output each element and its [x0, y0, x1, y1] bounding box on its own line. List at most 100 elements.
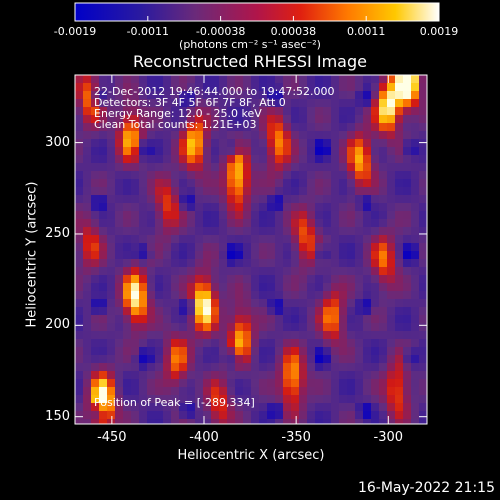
- heatmap-cell: [395, 83, 403, 91]
- heatmap-cell: [259, 307, 267, 315]
- heatmap-cell: [259, 195, 267, 203]
- heatmap-cell: [107, 355, 115, 363]
- heatmap-cell: [315, 267, 323, 275]
- heatmap-cell: [107, 219, 115, 227]
- heatmap-cell: [307, 171, 315, 179]
- heatmap-cell: [379, 235, 387, 243]
- heatmap-cell: [83, 283, 91, 291]
- heatmap-cell: [291, 259, 299, 267]
- heatmap-cell: [99, 291, 107, 299]
- heatmap-cell: [411, 187, 419, 195]
- heatmap-cell: [75, 203, 83, 211]
- heatmap-cell: [403, 99, 411, 107]
- info-clean-counts: Clean Total counts: 1.21E+03: [94, 118, 257, 131]
- heatmap-cell: [115, 243, 123, 251]
- heatmap-cell: [115, 315, 123, 323]
- heatmap-cell: [371, 171, 379, 179]
- heatmap-cell: [115, 195, 123, 203]
- heatmap-cell: [227, 267, 235, 275]
- heatmap-cell: [259, 131, 267, 139]
- heatmap-cell: [395, 347, 403, 355]
- x-tick-label: -300: [373, 430, 404, 445]
- heatmap-cell: [339, 403, 347, 411]
- heatmap-cell: [235, 99, 243, 107]
- heatmap-cell: [83, 83, 91, 91]
- heatmap-cell: [155, 219, 163, 227]
- heatmap-cell: [283, 195, 291, 203]
- heatmap-cell: [171, 331, 179, 339]
- heatmap-cell: [315, 219, 323, 227]
- heatmap-cell: [299, 123, 307, 131]
- heatmap-cell: [211, 211, 219, 219]
- heatmap-cell: [355, 179, 363, 187]
- heatmap-cell: [163, 91, 171, 99]
- heatmap-cell: [235, 187, 243, 195]
- heatmap-cell: [395, 267, 403, 275]
- heatmap-cell: [291, 339, 299, 347]
- heatmap-cell: [83, 315, 91, 323]
- heatmap-cell: [403, 75, 411, 83]
- heatmap-cell: [395, 139, 403, 147]
- heatmap-cell: [155, 283, 163, 291]
- heatmap-cell: [291, 307, 299, 315]
- heatmap-cell: [115, 371, 123, 379]
- x-tick-label: -450: [97, 430, 127, 445]
- heatmap-cell: [179, 387, 187, 395]
- heatmap-cell: [211, 115, 219, 123]
- heatmap-cell: [259, 291, 267, 299]
- heatmap-cell: [371, 299, 379, 307]
- heatmap-cell: [411, 163, 419, 171]
- heatmap-cell: [323, 171, 331, 179]
- heatmap-cell: [139, 355, 147, 363]
- heatmap-cell: [363, 91, 371, 99]
- heatmap-cell: [395, 259, 403, 267]
- heatmap-cell: [355, 283, 363, 291]
- heatmap-cell: [323, 235, 331, 243]
- heatmap-cell: [99, 147, 107, 155]
- heatmap-cell: [211, 283, 219, 291]
- heatmap-cell: [251, 243, 259, 251]
- heatmap-cell: [179, 195, 187, 203]
- heatmap-cell: [291, 379, 299, 387]
- heatmap-cell: [315, 155, 323, 163]
- heatmap-cell: [307, 155, 315, 163]
- heatmap-cell: [419, 323, 427, 331]
- heatmap-cell: [371, 147, 379, 155]
- heatmap-cell: [211, 75, 219, 83]
- heatmap-cell: [171, 291, 179, 299]
- heatmap-cell: [323, 363, 331, 371]
- heatmap-cell: [251, 371, 259, 379]
- heatmap-cell: [227, 131, 235, 139]
- heatmap-cell: [75, 339, 83, 347]
- heatmap-cell: [355, 75, 363, 83]
- heatmap-cell: [203, 179, 211, 187]
- heatmap-cell: [395, 195, 403, 203]
- heatmap-cell: [195, 91, 203, 99]
- heatmap-cell: [363, 355, 371, 363]
- heatmap-cell: [75, 155, 83, 163]
- heatmap-cell: [267, 387, 275, 395]
- heatmap-cell: [203, 363, 211, 371]
- heatmap-cell: [123, 131, 131, 139]
- heatmap-cell: [235, 155, 243, 163]
- heatmap-cell: [411, 355, 419, 363]
- heatmap-cell: [115, 99, 123, 107]
- heatmap-cell: [323, 275, 331, 283]
- heatmap-cell: [187, 219, 195, 227]
- heatmap-cell: [363, 203, 371, 211]
- heatmap-cell: [331, 211, 339, 219]
- heatmap-cell: [283, 403, 291, 411]
- heatmap-cell: [363, 387, 371, 395]
- heatmap-cell: [419, 307, 427, 315]
- heatmap-cell: [251, 83, 259, 91]
- heatmap-cell: [339, 147, 347, 155]
- heatmap-cell: [131, 163, 139, 171]
- heatmap-cell: [115, 155, 123, 163]
- heatmap-cell: [323, 403, 331, 411]
- heatmap-cell: [219, 267, 227, 275]
- heatmap-cell: [419, 83, 427, 91]
- heatmap-cell: [243, 387, 251, 395]
- heatmap-cell: [211, 171, 219, 179]
- heatmap-cell: [139, 251, 147, 259]
- heatmap-cell: [123, 203, 131, 211]
